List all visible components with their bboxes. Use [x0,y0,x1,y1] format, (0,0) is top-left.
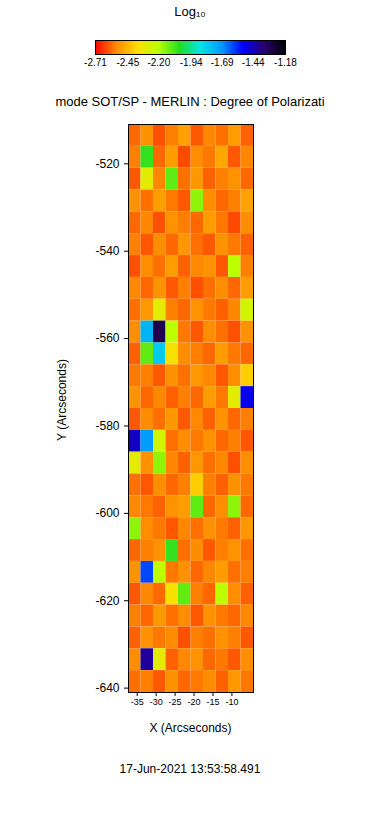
svg-text:-2.20: -2.20 [147,57,170,68]
html-text:Log₁₀: Log₁₀ [174,4,206,19]
svg-text:-2.45: -2.45 [116,57,139,68]
svg-text:-560: -560 [95,331,119,345]
html-text:17-Jun-2021 13:53:58.491: 17-Jun-2021 13:53:58.491 [119,762,261,776]
html-text:X (Arcseconds): X (Arcseconds) [149,721,232,735]
svg-text:-1.18: -1.18 [274,57,297,68]
html-text:Y (Arcseconds): Y (Arcseconds) [55,359,69,441]
svg-text:-30: -30 [150,697,163,707]
svg-text:-640: -640 [95,681,119,695]
svg-text:-1.44: -1.44 [242,57,265,68]
svg-text:-600: -600 [95,506,119,520]
svg-text:-25: -25 [169,697,182,707]
svg-text:-1.69: -1.69 [211,57,234,68]
svg-text:-20: -20 [188,697,201,707]
html-text:mode SOT/SP - MERLIN : Degree: mode SOT/SP - MERLIN : Degree of Polariz… [55,94,325,109]
svg-text:-35: -35 [131,697,144,707]
svg-text:-520: -520 [95,157,119,171]
svg-text:-2.71: -2.71 [84,57,107,68]
svg-text:-580: -580 [95,419,119,433]
svg-text:-540: -540 [95,244,119,258]
svg-text:-10: -10 [225,697,238,707]
svg-text:-15: -15 [206,697,219,707]
svg-text:-1.94: -1.94 [180,57,203,68]
svg-text:-620: -620 [95,594,119,608]
